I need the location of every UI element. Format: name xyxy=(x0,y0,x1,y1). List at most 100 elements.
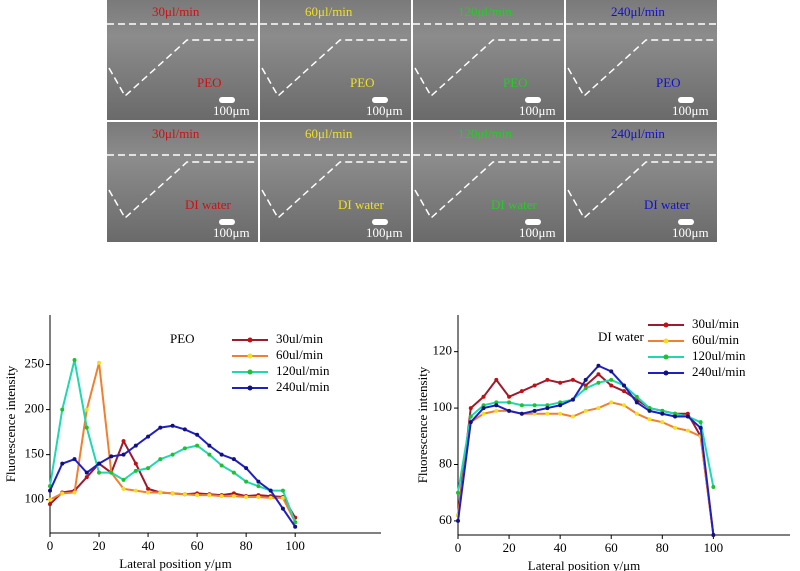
channel-wall xyxy=(261,39,411,98)
data-point xyxy=(545,411,550,416)
data-point xyxy=(219,463,224,468)
data-point xyxy=(121,486,126,491)
series-line xyxy=(457,378,715,493)
data-point xyxy=(456,490,460,495)
data-point xyxy=(244,466,249,471)
data-point xyxy=(558,411,563,416)
data-point xyxy=(596,372,601,377)
data-point xyxy=(558,380,563,385)
data-point xyxy=(84,470,89,475)
data-point xyxy=(481,403,486,408)
series-line xyxy=(457,364,715,536)
data-point xyxy=(133,443,138,448)
data-point xyxy=(219,452,224,457)
data-point xyxy=(231,470,236,475)
data-point xyxy=(609,383,614,388)
data-point xyxy=(158,457,163,462)
data-point xyxy=(109,454,114,459)
x-tick-label: 0 xyxy=(47,538,54,553)
data-point xyxy=(121,477,126,482)
data-point xyxy=(583,408,588,413)
legend-label: 60ul/min xyxy=(692,332,739,347)
legend-label: 120ul/min xyxy=(276,363,330,378)
data-point xyxy=(647,408,652,413)
scale-bar xyxy=(219,97,235,103)
x-axis-label: Lateral position y/μm xyxy=(119,556,231,571)
data-point xyxy=(468,420,473,425)
data-point xyxy=(698,420,703,425)
data-point xyxy=(532,408,537,413)
y-tick-label: 100 xyxy=(433,399,453,414)
data-point xyxy=(673,411,678,416)
data-point xyxy=(219,494,224,499)
y-axis-label: Fluorescence intensity xyxy=(415,366,430,483)
scale-bar xyxy=(678,97,694,103)
data-point xyxy=(158,425,163,430)
scale-bar xyxy=(525,97,541,103)
data-point xyxy=(583,377,588,382)
data-point xyxy=(280,488,285,493)
data-point xyxy=(660,411,665,416)
series-line xyxy=(457,401,715,536)
x-tick-label: 60 xyxy=(605,540,618,555)
legend-label: 240ul/min xyxy=(276,379,330,394)
y-tick-label: 60 xyxy=(439,512,452,527)
x-tick-label: 60 xyxy=(191,538,204,553)
data-point xyxy=(596,363,601,368)
data-point xyxy=(673,414,678,419)
scale-bar xyxy=(372,97,388,103)
data-point xyxy=(456,518,460,523)
data-point xyxy=(60,407,65,412)
channel-wall xyxy=(414,161,564,220)
legend-marker xyxy=(247,385,253,391)
legend-marker xyxy=(247,353,253,359)
data-point xyxy=(133,461,138,466)
data-point xyxy=(146,434,151,439)
data-point xyxy=(570,397,575,402)
data-point xyxy=(558,403,563,408)
data-point xyxy=(609,369,614,374)
legend-marker xyxy=(663,354,669,360)
data-point xyxy=(195,432,200,437)
data-point xyxy=(519,411,524,416)
data-point xyxy=(280,506,285,511)
y-tick-label: 150 xyxy=(25,446,45,461)
data-point xyxy=(711,485,716,490)
x-tick-label: 100 xyxy=(285,538,305,553)
x-tick-label: 20 xyxy=(93,538,106,553)
legend-label: 240ul/min xyxy=(692,364,746,379)
data-point xyxy=(293,520,298,525)
data-point xyxy=(84,407,89,412)
flow-rate-label: 30μl/min xyxy=(152,4,200,19)
fluid-label: DI water xyxy=(185,197,232,212)
data-point xyxy=(545,403,550,408)
data-point xyxy=(673,425,678,430)
y-tick-label: 80 xyxy=(439,455,452,470)
data-point xyxy=(647,417,652,422)
data-point xyxy=(532,411,537,416)
y-tick-label: 200 xyxy=(25,401,45,416)
fluid-label: PEO xyxy=(350,75,375,90)
data-point xyxy=(60,491,65,496)
data-point xyxy=(182,492,187,497)
data-point xyxy=(146,490,151,495)
data-point xyxy=(121,452,126,457)
data-point xyxy=(545,377,550,382)
x-tick-label: 0 xyxy=(455,540,462,555)
legend-marker xyxy=(663,370,669,376)
data-point xyxy=(545,406,550,411)
data-point xyxy=(622,383,626,388)
data-point xyxy=(583,386,588,391)
data-point xyxy=(170,423,175,428)
data-point xyxy=(256,484,261,489)
data-point xyxy=(72,358,77,363)
data-point xyxy=(72,457,77,462)
scale-bar-label: 100μm xyxy=(366,103,403,118)
flow-rate-label: 240μl/min xyxy=(611,126,665,141)
data-point xyxy=(609,400,614,405)
fluid-label: PEO xyxy=(656,75,681,90)
data-point xyxy=(660,408,665,413)
data-point xyxy=(685,428,690,433)
scale-bar-label: 100μm xyxy=(672,103,709,118)
